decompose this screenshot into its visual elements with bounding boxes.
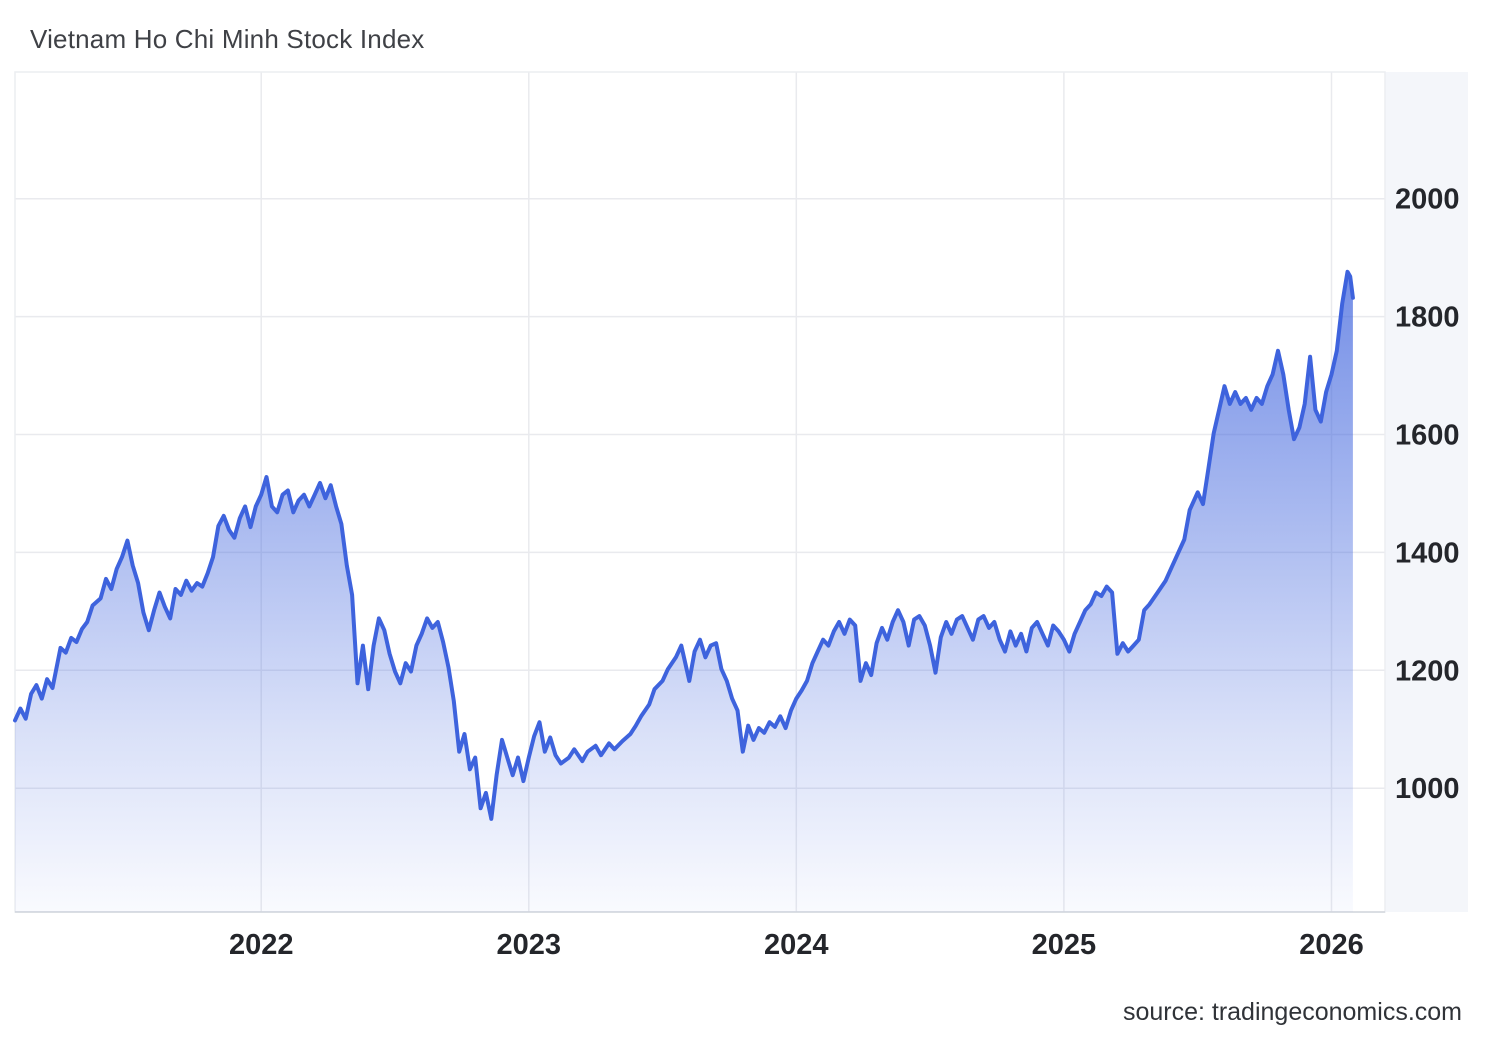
source-link[interactable]: source: tradingeconomics.com <box>1122 998 1462 1026</box>
x-tick-label: 2023 <box>497 929 562 961</box>
series-price-line <box>13 269 1355 821</box>
x-tick-label: 2026 <box>1299 929 1364 961</box>
y-axis-band <box>1385 72 1468 912</box>
y-tick-label: 1800 <box>1395 302 1460 334</box>
chart-title: Vietnam Ho Chi Minh Stock Index <box>30 24 425 54</box>
y-tick-label: 1400 <box>1395 537 1460 569</box>
series-area-fill <box>15 271 1353 912</box>
x-tick-label: 2022 <box>229 929 294 961</box>
y-tick-label: 2000 <box>1395 184 1460 216</box>
y-tick-label: 1200 <box>1395 655 1460 687</box>
y-tick-label: 1000 <box>1395 773 1460 805</box>
x-tick-label: 2025 <box>1032 929 1097 961</box>
y-tick-label: 1600 <box>1395 420 1460 452</box>
x-tick-label: 2024 <box>764 929 829 961</box>
